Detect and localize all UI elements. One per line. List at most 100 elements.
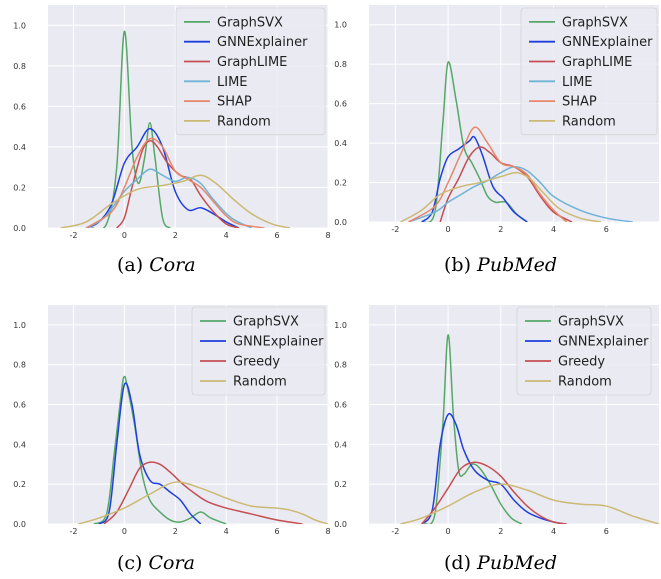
y-tick-label: 0.2 — [13, 480, 26, 489]
caption-c-label: (c) — [117, 552, 143, 574]
legend-box — [175, 7, 326, 136]
y-tick-label: 0.6 — [13, 102, 26, 111]
series-line-shap — [85, 137, 265, 228]
x-tick-label: 6 — [604, 527, 609, 536]
legend-box — [516, 306, 652, 396]
legend-label-gnnexplainer: GNNExplainer — [558, 335, 649, 350]
legend-label-greedy: Greedy — [558, 355, 605, 370]
x-tick-label: 0 — [122, 231, 127, 240]
y-tick-label: 1.0 — [334, 21, 347, 30]
caption-d: (d) PubMed — [444, 552, 557, 574]
y-tick-label: 0.6 — [334, 100, 347, 109]
chart-panel-a: -2 0 2 4 6 8 0.0 0.2 0.4 0.6 0.8 1.0 GraphSVX GNNExpl… — [0, 0, 335, 245]
x-tick-label: 8 — [325, 527, 330, 536]
caption-c: (c) Cora — [117, 552, 195, 574]
y-tick-label: 0.0 — [334, 520, 347, 529]
y-tick-label: 0.4 — [13, 143, 26, 152]
x-tick-label: 2 — [173, 231, 178, 240]
series-line-random — [60, 174, 290, 228]
legend-label-random: Random — [233, 375, 287, 390]
legend: GraphSVX GNNExplainer Greedy Random — [516, 306, 652, 396]
y-tick-label: 1.0 — [13, 21, 26, 30]
series-line-gnnexplainer — [421, 412, 565, 524]
legend-label-graphsvx: GraphSVX — [217, 15, 283, 30]
legend-label-shap: SHAP — [562, 95, 597, 110]
legend: GraphSVX GNNExplainer Greedy Random — [191, 306, 326, 396]
series-line-gnnexplainer — [421, 135, 528, 222]
y-tick-label: 0.4 — [334, 139, 347, 148]
series-line-random — [78, 481, 328, 524]
x-tick-label: 0 — [446, 527, 451, 536]
chart-b-svg: -2 0 2 4 6 0.0 0.2 0.4 0.6 0.8 1.0 GraphSVX GNNExpla… — [334, 5, 659, 234]
series-line-random — [400, 483, 659, 524]
y-tick-label: 0.2 — [334, 179, 347, 188]
series-line-graphsvx — [93, 375, 227, 524]
x-tick-label: 6 — [275, 231, 280, 240]
legend-box — [191, 306, 326, 396]
series-line-gnnexplainer — [98, 382, 202, 524]
y-tick-label: 0.2 — [334, 480, 347, 489]
y-tick-label: 0.0 — [13, 224, 26, 233]
legend-label-graphsvx: GraphSVX — [233, 315, 299, 330]
x-tick-label: -2 — [69, 231, 77, 240]
x-tick-label: -2 — [69, 527, 77, 536]
caption-b: (b) PubMed — [444, 254, 557, 276]
x-tick-label: 0 — [122, 527, 127, 536]
legend-label-greedy: Greedy — [233, 355, 280, 370]
y-tick-label: 0.4 — [334, 440, 347, 449]
caption-d-dataset: PubMed — [477, 552, 558, 574]
legend-label-graphsvx: GraphSVX — [562, 15, 628, 30]
series-line-lime — [408, 165, 633, 222]
x-tick-label: 2 — [498, 527, 503, 536]
series-line-greedy — [421, 461, 567, 524]
legend-label-gnnexplainer: GNNExplainer — [217, 35, 308, 50]
caption-a: (a) Cora — [117, 254, 196, 276]
legend-label-random: Random — [217, 114, 271, 129]
series-line-shap — [408, 126, 568, 222]
y-tick-label: 0.0 — [334, 218, 347, 227]
x-tick-label: 2 — [498, 225, 503, 234]
chart-panel-d: -2 0 2 4 6 0.0 0.2 0.4 0.6 0.8 1.0 GraphSVX GNNExpla… — [334, 300, 661, 540]
series-line-random — [400, 171, 602, 222]
caption-b-label: (b) — [444, 254, 471, 276]
y-tick-label: 0.2 — [13, 183, 26, 192]
caption-c-dataset: Cora — [148, 552, 195, 574]
legend: GraphSVX GNNExplainer GraphLIME LIME SHAP Ran… — [520, 7, 658, 136]
legend-label-graphlime: GraphLIME — [562, 55, 632, 70]
legend-label-shap: SHAP — [217, 95, 252, 110]
chart-c-svg: -2 0 2 4 6 8 0.0 0.2 0.4 0.6 0.8 1.0 GraphSVX GNNExpl… — [13, 305, 331, 536]
chart-a-svg: -2 0 2 4 6 8 0.0 0.2 0.4 0.6 0.8 1.0 GraphSVX GNNExpl… — [13, 5, 331, 240]
caption-d-label: (d) — [444, 552, 471, 574]
legend-label-lime: LIME — [217, 75, 248, 90]
legend-label-graphlime: GraphLIME — [217, 55, 287, 70]
legend-label-gnnexplainer: GNNExplainer — [233, 335, 324, 350]
series-line-graphsvx — [91, 30, 171, 228]
series-line-graphlime — [439, 146, 573, 222]
x-tick-label: 6 — [604, 225, 609, 234]
y-tick-label: 0.8 — [13, 361, 26, 370]
y-tick-label: 0.8 — [334, 361, 347, 370]
x-tick-label: 4 — [551, 527, 556, 536]
series-line-greedy — [103, 461, 303, 524]
x-tick-label: -2 — [391, 527, 399, 536]
chart-d-svg: -2 0 2 4 6 0.0 0.2 0.4 0.6 0.8 1.0 GraphSVX GNNExpla… — [334, 305, 659, 536]
legend-box — [520, 7, 658, 136]
legend: GraphSVX GNNExplainer GraphLIME LIME SHAP Ran… — [175, 7, 326, 136]
y-tick-label: 1.0 — [334, 321, 347, 330]
x-tick-label: 4 — [224, 527, 229, 536]
chart-panel-c: -2 0 2 4 6 8 0.0 0.2 0.4 0.6 0.8 1.0 GraphSVX GNNExpl… — [0, 300, 335, 540]
x-tick-label: 4 — [551, 225, 556, 234]
y-tick-label: 0.8 — [13, 62, 26, 71]
caption-b-dataset: PubMed — [477, 254, 558, 276]
y-tick-label: 0.4 — [13, 440, 26, 449]
chart-panel-b: -2 0 2 4 6 0.0 0.2 0.4 0.6 0.8 1.0 GraphSVX GNNExpla… — [334, 0, 661, 245]
y-tick-label: 0.6 — [334, 401, 347, 410]
legend-label-gnnexplainer: GNNExplainer — [562, 35, 653, 50]
x-tick-label: -2 — [391, 225, 399, 234]
x-tick-label: 2 — [173, 527, 178, 536]
y-tick-label: 1.0 — [13, 321, 26, 330]
series-line-graphsvx — [423, 334, 523, 524]
x-tick-label: 4 — [224, 231, 229, 240]
series-line-lime — [85, 168, 252, 228]
y-tick-label: 0.6 — [13, 401, 26, 410]
